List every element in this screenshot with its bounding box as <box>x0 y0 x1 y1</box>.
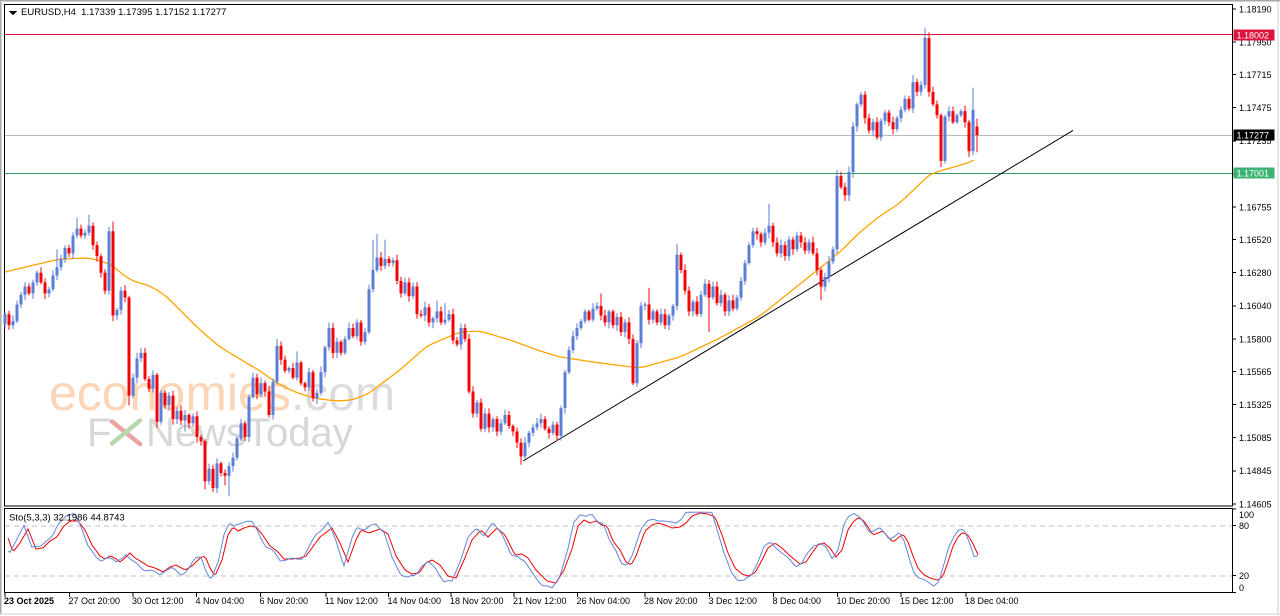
svg-text:1.17950: 1.17950 <box>1239 37 1272 47</box>
svg-text:15 Dec 12:00: 15 Dec 12:00 <box>900 596 954 606</box>
svg-text:80: 80 <box>1239 521 1249 531</box>
svg-text:21 Nov 12:00: 21 Nov 12:00 <box>513 596 567 606</box>
svg-text:Sto(5,3,3) 32.1986 44.8743: Sto(5,3,3) 32.1986 44.8743 <box>9 513 125 524</box>
svg-text:1.17715: 1.17715 <box>1239 70 1272 80</box>
svg-text:23 Oct 2025: 23 Oct 2025 <box>4 596 54 606</box>
svg-text:1.17475: 1.17475 <box>1239 103 1272 113</box>
svg-text:18 Dec 04:00: 18 Dec 04:00 <box>965 596 1019 606</box>
svg-text:14 Nov 04:00: 14 Nov 04:00 <box>388 596 442 606</box>
svg-text:1.16040: 1.16040 <box>1239 301 1272 311</box>
svg-text:27 Oct 20:00: 27 Oct 20:00 <box>69 596 121 606</box>
svg-text:1.16280: 1.16280 <box>1239 268 1272 278</box>
svg-text:100: 100 <box>1239 510 1254 520</box>
svg-text:1.15800: 1.15800 <box>1239 334 1272 344</box>
svg-text:11 Nov 12:00: 11 Nov 12:00 <box>325 596 378 606</box>
svg-text:EURUSD,H4 1.17339 1.17395 1.1: EURUSD,H4 1.17339 1.17395 1.17152 1.1727… <box>21 7 226 18</box>
svg-text:F: F <box>87 411 111 455</box>
svg-text:30 Oct 12:00: 30 Oct 12:00 <box>132 596 184 606</box>
svg-text:1.15085: 1.15085 <box>1239 433 1272 443</box>
svg-text:26 Nov 04:00: 26 Nov 04:00 <box>577 596 631 606</box>
svg-text:6 Nov 20:00: 6 Nov 20:00 <box>260 596 309 606</box>
svg-text:1.17277: 1.17277 <box>1237 131 1270 141</box>
svg-text:10 Dec 20:00: 10 Dec 20:00 <box>837 596 891 606</box>
svg-text:1.15565: 1.15565 <box>1239 367 1272 377</box>
svg-text:4 Nov 04:00: 4 Nov 04:00 <box>196 596 245 606</box>
svg-text:1.16520: 1.16520 <box>1239 235 1272 245</box>
svg-text:18 Nov 20:00: 18 Nov 20:00 <box>450 596 504 606</box>
svg-text:1.17001: 1.17001 <box>1237 169 1270 179</box>
svg-text:1.15325: 1.15325 <box>1239 400 1272 410</box>
svg-text:20: 20 <box>1239 571 1249 581</box>
svg-text:8 Dec 04:00: 8 Dec 04:00 <box>773 596 822 606</box>
svg-text:1.14845: 1.14845 <box>1239 466 1272 476</box>
svg-text:1.14605: 1.14605 <box>1239 499 1272 509</box>
svg-text:1.17235: 1.17235 <box>1239 136 1272 146</box>
svg-text:3 Dec 12:00: 3 Dec 12:00 <box>709 596 758 606</box>
svg-text:1.18190: 1.18190 <box>1239 4 1272 14</box>
svg-text:1.16755: 1.16755 <box>1239 202 1272 212</box>
svg-text:28 Nov 20:00: 28 Nov 20:00 <box>644 596 698 606</box>
svg-text:1.18002: 1.18002 <box>1237 30 1270 40</box>
svg-text:0: 0 <box>1239 583 1244 593</box>
